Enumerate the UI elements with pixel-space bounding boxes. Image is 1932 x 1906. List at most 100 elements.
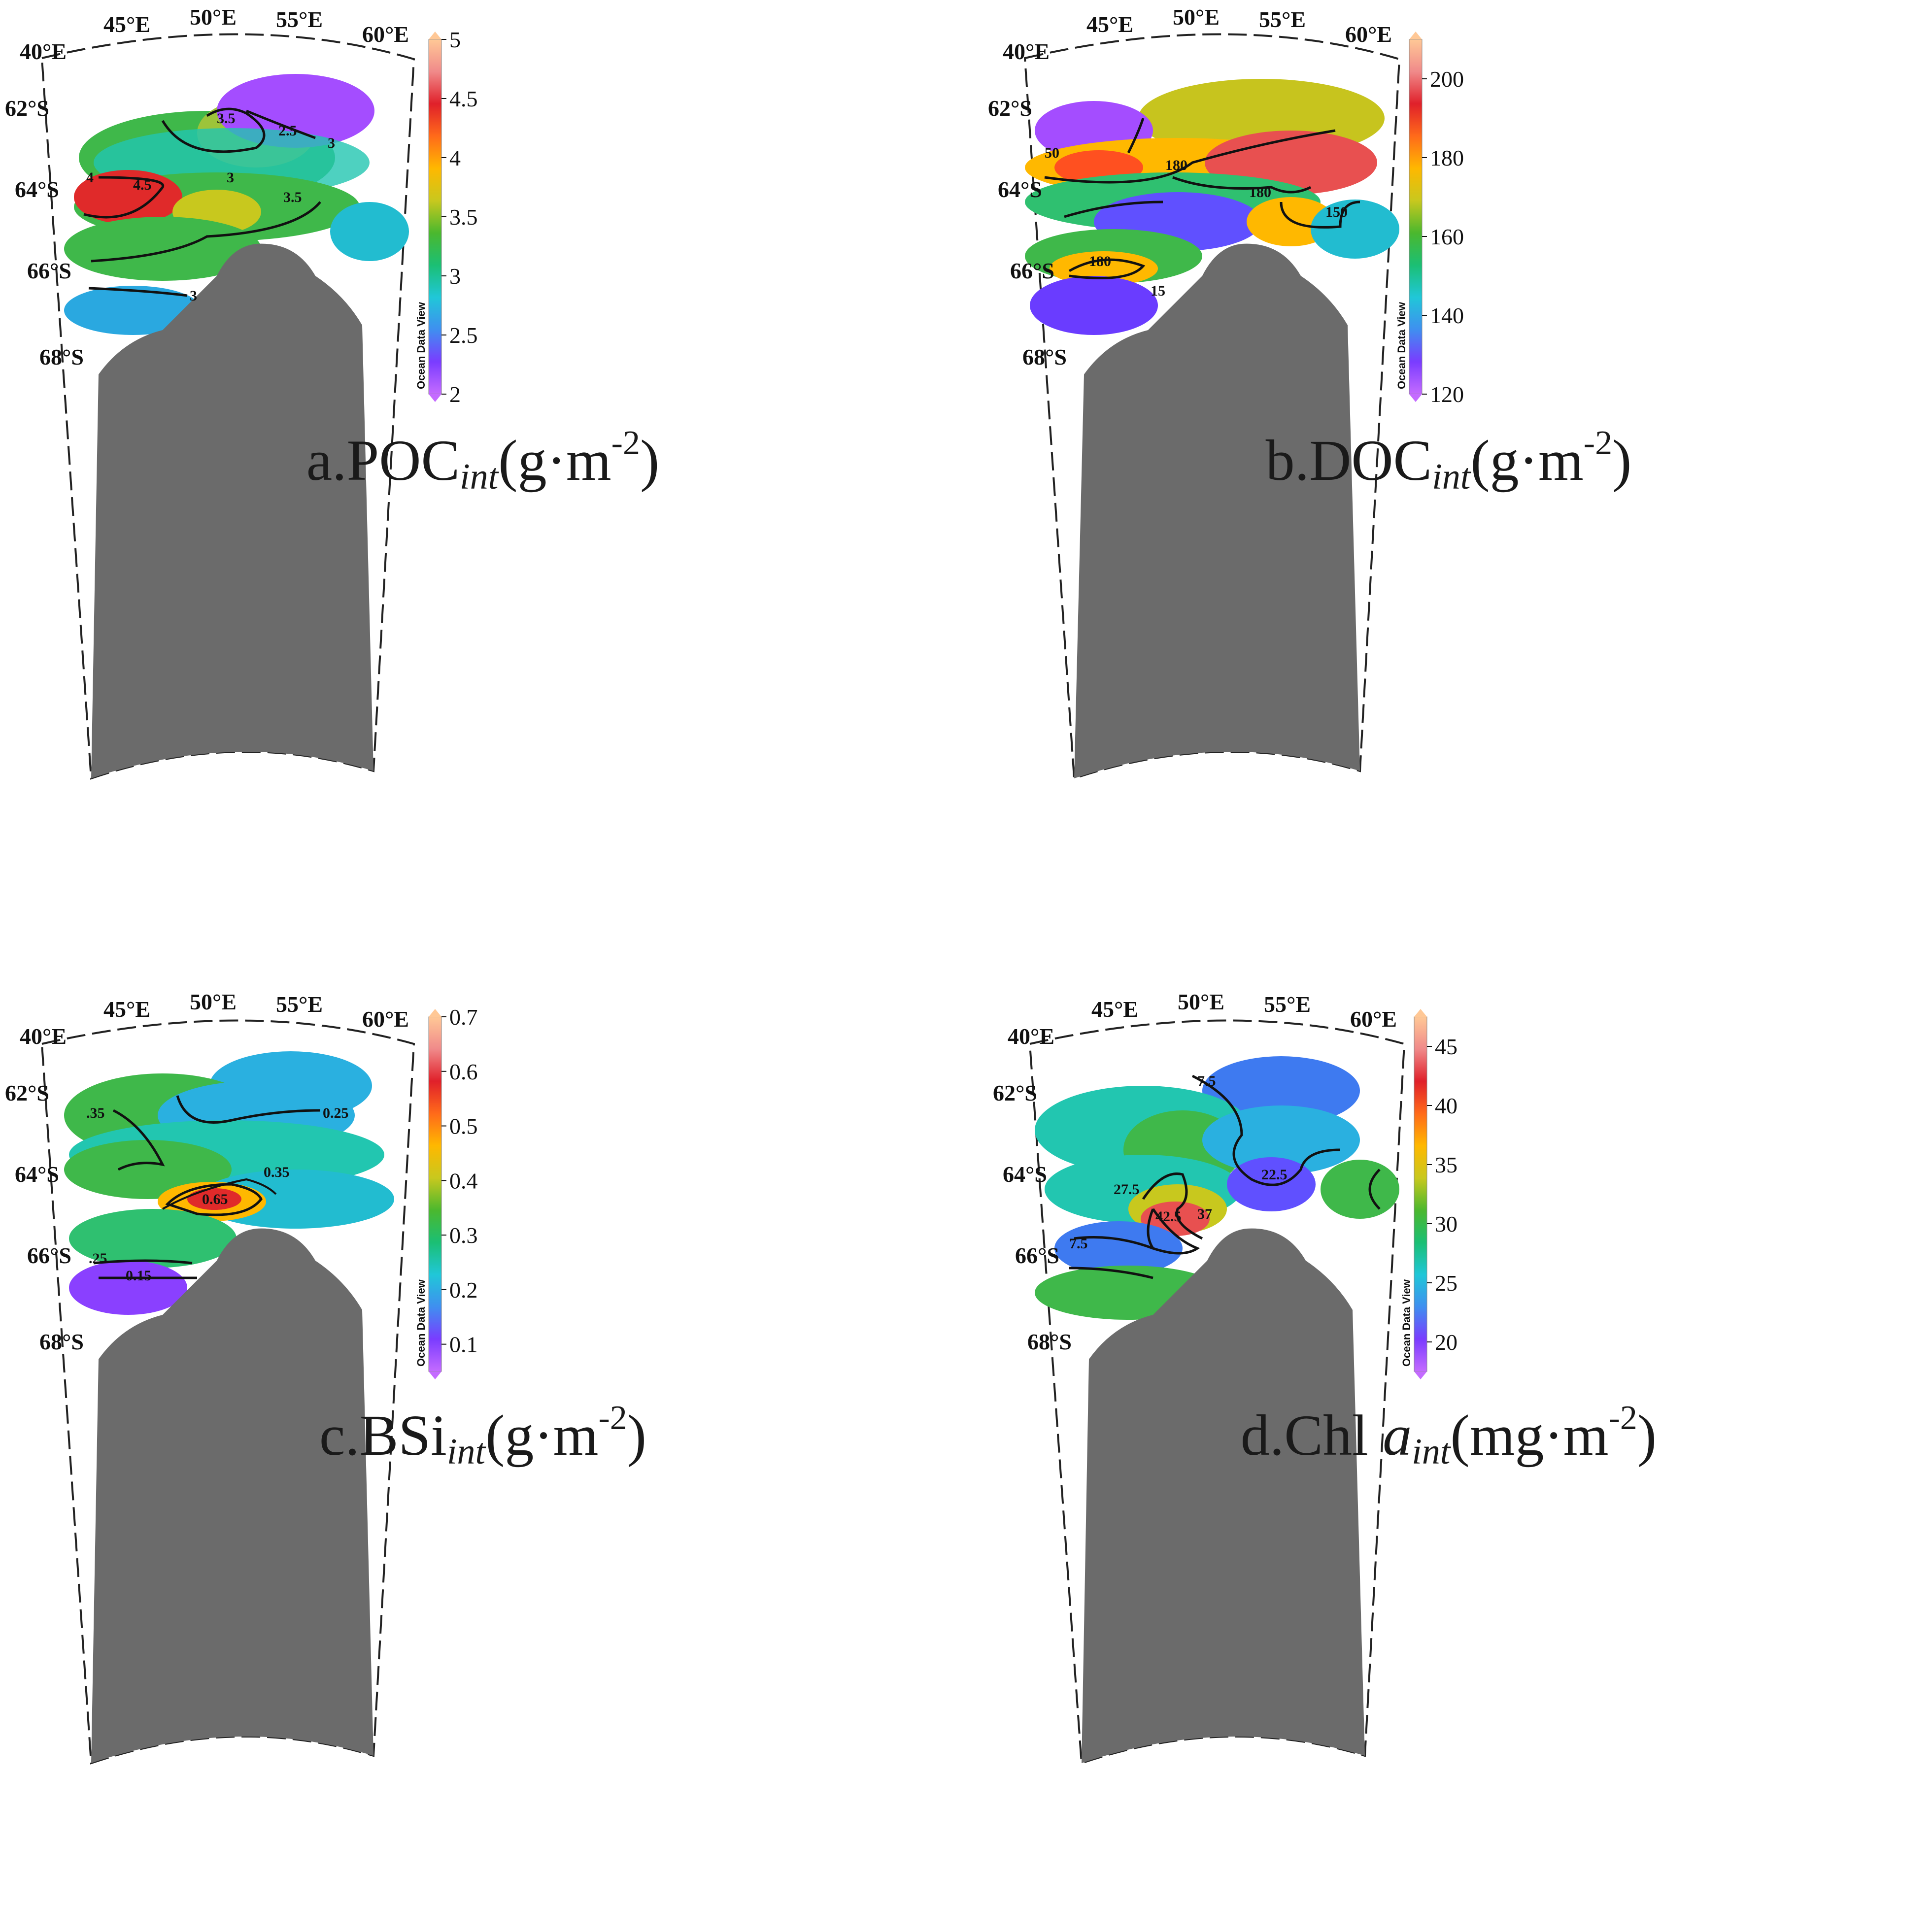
field-blob <box>74 170 182 224</box>
map-chl: 40°E 45°E 50°E 55°E 60°E 62°S 64°S 66°S … <box>993 989 1457 1765</box>
contour-line <box>1172 176 1312 194</box>
lat-label: 64°S <box>15 177 59 202</box>
contour-label: 0.35 <box>264 1164 290 1180</box>
lat-label: 66°S <box>27 1243 71 1268</box>
colorbar-gradient <box>428 1016 442 1372</box>
lon-label: 60°E <box>1345 22 1392 47</box>
lat-label: 68°S <box>1027 1329 1072 1354</box>
colorbar: 20 25 30 35 40 45 Ocean Data View <box>1400 1009 1457 1379</box>
contour-line <box>1074 1236 1153 1250</box>
colorbar-tick-label: 0.3 <box>449 1223 478 1248</box>
colorbar-tick-label: 200 <box>1430 67 1464 92</box>
panel-caption: c.BSiint(g·m-2) <box>319 1399 647 1472</box>
colorbar-tick-label: 0.7 <box>449 1004 478 1030</box>
colorbar-gradient <box>1409 39 1423 395</box>
field-blob <box>64 286 202 335</box>
lat-label: 64°S <box>998 177 1042 202</box>
contour-label: 42.5 <box>1155 1208 1182 1225</box>
field-blob <box>1202 1056 1360 1125</box>
lon-label: 50°E <box>1178 989 1224 1014</box>
colorbar-tick-label: 120 <box>1430 382 1464 407</box>
colorbar-tick-label: 35 <box>1435 1152 1457 1177</box>
colorbar-brand-label: Ocean Data View <box>1395 301 1408 389</box>
panel-caption: d.Chl aint(mg·m-2) <box>1240 1399 1657 1472</box>
field-blob <box>1321 1160 1399 1219</box>
colorbar-brand-label: Ocean Data View <box>415 1279 427 1367</box>
contour-line <box>1069 1267 1153 1279</box>
panel-caption: b.DOCint(g·m-2) <box>1265 424 1632 497</box>
contour-label: 0.15 <box>126 1268 152 1284</box>
panel-c-bsi-map: 40°E 45°E 50°E 55°E 60°E 62°S 64°S 66°S … <box>0 953 966 1906</box>
lat-label: 66°S <box>1015 1243 1059 1268</box>
contour-label: 180 <box>1165 157 1187 173</box>
field-blob <box>69 1261 187 1315</box>
contour-label: .35 <box>86 1105 105 1121</box>
colorbar-tick-label: 160 <box>1430 224 1464 249</box>
lon-label: 55°E <box>1259 7 1306 32</box>
colorbar-gradient <box>428 39 442 395</box>
colorbar-tick-label: 5 <box>449 27 461 52</box>
lat-label: 62°S <box>5 96 49 121</box>
contour-label: 3.5 <box>217 110 236 127</box>
contour-line <box>246 109 316 139</box>
colorbar-tick-label: 4.5 <box>449 86 478 111</box>
contour-label: 0.65 <box>202 1191 228 1207</box>
contour-label: .25 <box>89 1250 107 1267</box>
lat-label: 68°S <box>39 344 84 369</box>
colorbar-tick-label: 140 <box>1430 303 1464 328</box>
contour-line <box>93 1259 193 1265</box>
contour-label: 3 <box>190 288 197 304</box>
contour-label: 3 <box>328 135 335 151</box>
colorbar-tick-label: 2.5 <box>449 323 478 348</box>
colorbar-tick-label: 0.1 <box>449 1332 478 1357</box>
lat-label: 66°S <box>27 258 71 283</box>
contour-line <box>161 107 266 153</box>
colorbar-cap-bottom <box>1414 1371 1427 1379</box>
lat-label: 62°S <box>5 1080 49 1105</box>
contour-line <box>1147 1208 1200 1255</box>
lat-label: 64°S <box>15 1162 59 1187</box>
lon-label: 55°E <box>276 7 323 32</box>
contour-label: 0.25 <box>323 1105 349 1121</box>
contour-line <box>1068 258 1146 279</box>
colorbar: 0.1 0.2 0.3 0.4 0.5 0.6 0.7 Ocean Data View <box>415 1004 478 1379</box>
lat-label: 64°S <box>1003 1162 1047 1187</box>
lon-label: 45°E <box>103 12 150 37</box>
contour-label: 150 <box>1325 204 1348 220</box>
map-bsi: 40°E 45°E 50°E 55°E 60°E 62°S 64°S 66°S … <box>5 989 478 1765</box>
lat-label: 66°S <box>1010 258 1054 283</box>
lon-label: 50°E <box>1173 4 1220 30</box>
colorbar-cap-top <box>429 1009 441 1017</box>
map-doc: 40°E 45°E 50°E 55°E 60°E 62°S 64°S 66°S … <box>988 4 1464 780</box>
colorbar: 2 2.5 3 3.5 4 4.5 5 Ocean Data View <box>415 27 478 407</box>
contour-line <box>165 1183 263 1216</box>
colorbar-tick-label: 3.5 <box>449 204 478 230</box>
lon-label: 45°E <box>1086 12 1133 37</box>
contour-line <box>1127 118 1145 154</box>
contour-line <box>83 176 165 219</box>
contour-line <box>1280 201 1360 229</box>
contour-label: 15 <box>1151 283 1165 299</box>
colorbar-cap-bottom <box>1409 394 1422 402</box>
field-blob <box>1311 200 1399 259</box>
field-blob <box>1202 1105 1360 1174</box>
lon-label: 40°E <box>1008 1024 1054 1049</box>
colorbar-tick-label: 0.4 <box>449 1168 478 1193</box>
colorbar-tick-label: 2 <box>449 382 461 407</box>
lon-label: 60°E <box>362 22 409 47</box>
lat-label: 68°S <box>39 1329 84 1354</box>
lon-label: 40°E <box>1003 39 1050 64</box>
contour-label: 180 <box>1089 253 1111 269</box>
contour-label: 2.5 <box>278 123 297 139</box>
contour-label: 3 <box>227 169 234 186</box>
contour-line <box>112 1109 165 1171</box>
contour-label: 7.5 <box>1197 1073 1216 1089</box>
colorbar-tick-label: 25 <box>1435 1271 1457 1296</box>
lon-label: 40°E <box>20 39 67 64</box>
contour-label: 4.5 <box>133 177 152 193</box>
contour-label: 22.5 <box>1261 1167 1288 1183</box>
colorbar-brand-label: Ocean Data View <box>1400 1279 1413 1367</box>
colorbar-tick-label: 180 <box>1430 145 1464 170</box>
lat-label: 62°S <box>988 96 1032 121</box>
lon-label: 45°E <box>103 997 150 1022</box>
